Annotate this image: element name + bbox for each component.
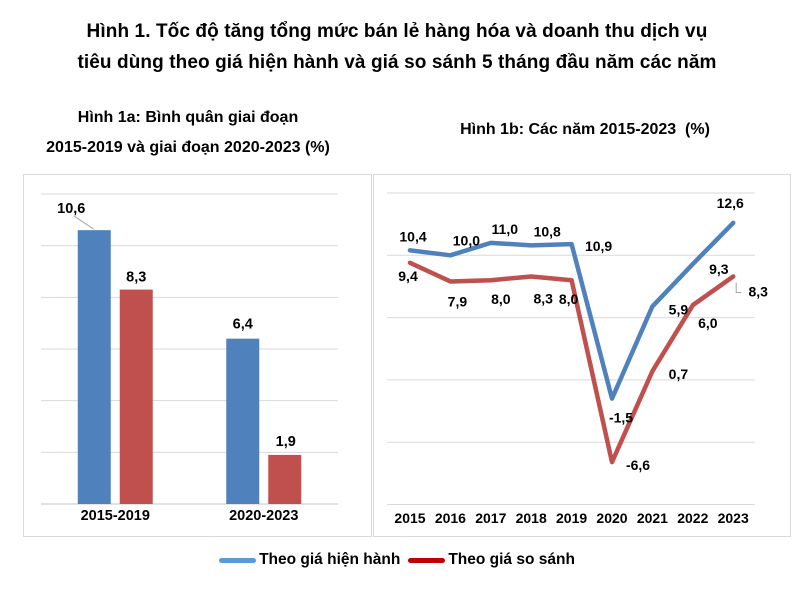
x-category-label: 2015-2019 xyxy=(81,508,150,524)
line-chart-svg: 10,4 10,0 11,0 10,8 10,9 -1,5 5,9 9,3 12,6 9,4 7,9… xyxy=(387,192,768,526)
legend-label-current-price: Theo giá hiện hành xyxy=(259,551,401,568)
x-tick-label: 2017 xyxy=(475,510,506,526)
point-value-label: -1,5 xyxy=(609,410,633,426)
x-tick-label: 2016 xyxy=(435,510,466,526)
point-value-label: 8,0 xyxy=(559,291,579,307)
bar xyxy=(226,338,260,504)
x-tick-label: 2020 xyxy=(596,510,627,526)
point-value-label: 10,4 xyxy=(399,228,426,244)
point-value-label: 12,6 xyxy=(717,195,744,211)
point-value-label: 8,0 xyxy=(491,291,511,307)
x-tick-label: 2022 xyxy=(677,510,708,526)
bar-chart-subtitle-line2: 2015-2019 và giai đoạn 2020-2023 (%) xyxy=(46,139,330,156)
label-leader-line xyxy=(735,282,742,293)
x-category-label: 2020-2023 xyxy=(229,508,298,524)
point-value-label: 0,7 xyxy=(669,366,689,382)
point-value-label: -6,6 xyxy=(626,457,650,473)
point-value-label: 10,0 xyxy=(453,232,480,248)
point-value-label: 9,3 xyxy=(709,261,729,277)
point-value-label: 8,3 xyxy=(533,290,553,306)
legend-label-constant-price: Theo giá so sánh xyxy=(448,551,575,568)
bar xyxy=(77,230,111,504)
bar-value-label: 10,6 xyxy=(57,201,85,217)
bar-chart-subtitle-line1: Hình 1a: Bình quân giai đoạn xyxy=(77,109,299,126)
point-value-label: 5,9 xyxy=(669,301,689,317)
line-chart-panel: 10,4 10,0 11,0 10,8 10,9 -1,5 5,9 9,3 12,6 9,4 7,9… xyxy=(373,174,791,537)
figure-title: Hình 1. Tốc độ tăng tổng mức bán lẻ hàng… xyxy=(0,16,794,78)
bar-value-label: 8,3 xyxy=(126,270,146,286)
figure-title-line1: Hình 1. Tốc độ tăng tổng mức bán lẻ hàng… xyxy=(86,21,708,42)
x-tick-label: 2015 xyxy=(394,510,425,526)
legend: Theo giá hiện hành Theo giá so sánh xyxy=(0,551,794,569)
x-tick-label: 2019 xyxy=(556,510,587,526)
point-value-label: 7,9 xyxy=(448,293,468,309)
point-value-label: 11,0 xyxy=(492,221,519,237)
point-value-label: 6,0 xyxy=(698,315,718,331)
point-value-label: 10,8 xyxy=(534,223,561,239)
bar-chart-panel: 10,6 6,4 8,3 1,9 2015-2019 2020-2023 xyxy=(23,174,372,537)
x-tick-label: 2018 xyxy=(516,510,547,526)
point-value-label: 9,4 xyxy=(398,268,418,284)
legend-line-swatch-blue xyxy=(219,557,257,563)
x-tick-label: 2023 xyxy=(718,510,749,526)
legend-item-current-price: Theo giá hiện hành xyxy=(219,551,400,569)
bar xyxy=(119,289,153,504)
legend-line-swatch-red xyxy=(408,557,446,563)
x-tick-label: 2021 xyxy=(637,510,668,526)
bar-chart-svg: 10,6 6,4 8,3 1,9 2015-2019 2020-2023 xyxy=(41,193,338,524)
line-chart-subtitle: Hình 1b: Các năm 2015-2023 (%) xyxy=(460,121,710,138)
series-line xyxy=(407,260,736,465)
figure-title-line2: tiêu dùng theo giá hiện hành và giá so s… xyxy=(77,52,717,73)
label-leader-line xyxy=(73,215,95,230)
point-value-label: 8,3 xyxy=(748,283,768,299)
bar xyxy=(268,454,302,504)
bar-value-label: 1,9 xyxy=(276,434,296,450)
bar-chart-subtitle: Hình 1a: Bình quân giai đoạn 2015-2019 v… xyxy=(0,103,376,163)
series-line xyxy=(407,220,736,401)
bar-value-label: 6,4 xyxy=(233,317,253,333)
legend-item-constant-price: Theo giá so sánh xyxy=(408,551,575,569)
point-value-label: 10,9 xyxy=(585,238,612,254)
